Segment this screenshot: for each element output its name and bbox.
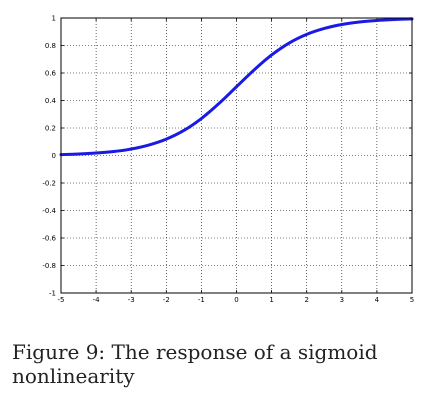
x-tick-label: -3 xyxy=(128,296,135,304)
y-tick-label: -0.6 xyxy=(42,235,56,243)
y-tick-label: 0.2 xyxy=(45,125,56,133)
x-tick-label: 2 xyxy=(304,296,308,304)
x-tick-label: -5 xyxy=(58,296,65,304)
x-tick-label: 3 xyxy=(340,296,344,304)
grid-layer xyxy=(61,18,412,293)
x-tick-label: -4 xyxy=(93,296,101,304)
x-tick-label: 4 xyxy=(375,296,380,304)
x-tick-label: -1 xyxy=(198,296,205,304)
series-layer xyxy=(59,17,414,157)
x-tick-label: -2 xyxy=(163,296,170,304)
plot-frame xyxy=(60,17,413,294)
x-tick-label: 0 xyxy=(234,296,238,304)
tick-layer: -5 -4 -3 -2 -1 0 1 2 3 4 5 -1 -0.8 -0.6 -0.4 -0.2 0 0.2 0.… xyxy=(42,15,414,305)
y-tick-label: 1 xyxy=(52,15,56,23)
y-tick-label: 0.4 xyxy=(45,97,57,105)
y-tick-label: 0.8 xyxy=(45,42,56,50)
chart-svg: -5 -4 -3 -2 -1 0 1 2 3 4 5 -1 -0.8 -0.6 -0.4 -0.2 0 0.2 0.… xyxy=(42,15,414,305)
x-tick-label: 1 xyxy=(269,296,273,304)
figure-caption: Figure 9: The response of a sigmoid nonl… xyxy=(12,340,378,388)
y-tick-label: -1 xyxy=(49,290,56,298)
y-tick-label: -0.8 xyxy=(42,262,56,270)
sigmoid-chart: -5 -4 -3 -2 -1 0 1 2 3 4 5 -1 -0.8 -0.6 -0.4 -0.2 0 0.2 0.… xyxy=(42,15,414,305)
y-tick-label: 0 xyxy=(52,152,56,160)
y-tick-label: 0.6 xyxy=(45,70,57,78)
x-tick-label: 5 xyxy=(410,296,414,304)
y-tick-label: -0.4 xyxy=(42,207,56,215)
sigmoid-curve xyxy=(59,17,414,157)
y-tick-label: -0.2 xyxy=(42,180,56,188)
